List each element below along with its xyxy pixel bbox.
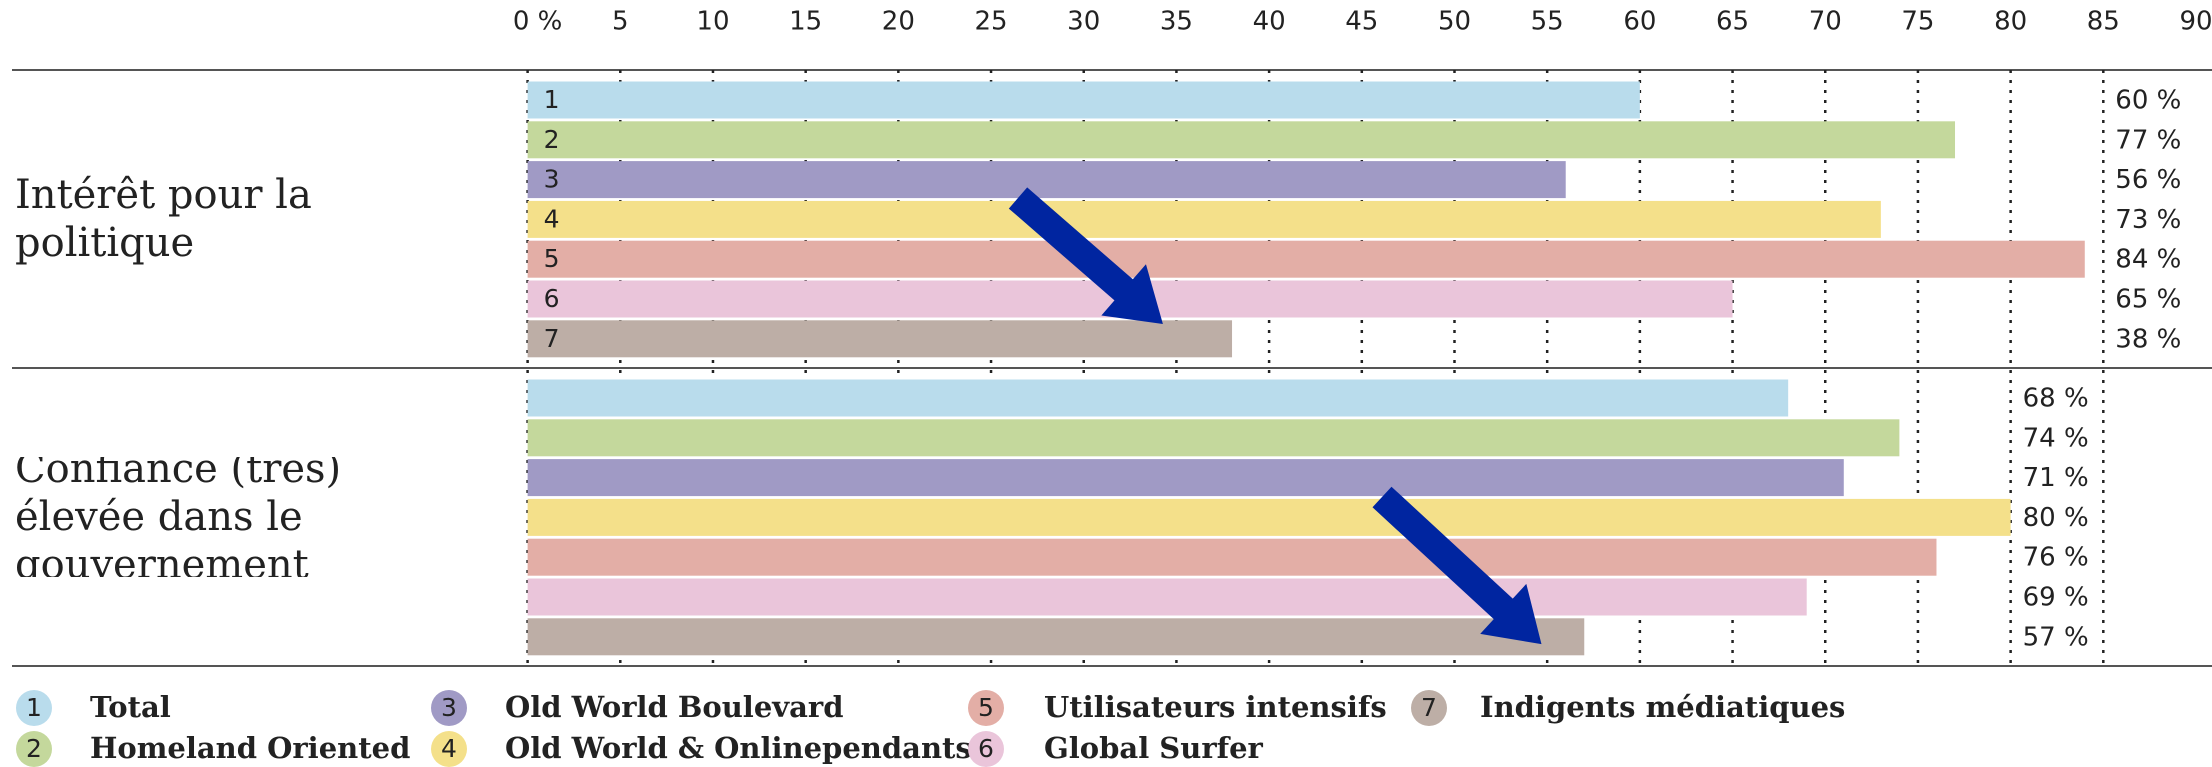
bar-key: 7 xyxy=(544,324,560,353)
x-tick-label: 80 xyxy=(1994,7,2027,37)
bar xyxy=(527,538,1937,576)
bar xyxy=(527,618,1585,656)
x-tick-label: 70 xyxy=(1809,7,1842,37)
bar-key: 2 xyxy=(544,125,560,154)
value-label: 77 % xyxy=(2115,125,2181,155)
legend-label: Total xyxy=(90,690,171,724)
bar-key: 6 xyxy=(544,284,560,313)
legend-label: Utilisateurs intensifs xyxy=(1044,690,1387,724)
x-tick-label: 35 xyxy=(1160,7,1193,37)
x-tick-label: 40 xyxy=(1253,7,1286,37)
bar-key: 1 xyxy=(544,85,560,114)
legend-swatch xyxy=(16,690,52,726)
bar xyxy=(527,121,1956,159)
legend-key: 6 xyxy=(978,734,994,763)
legend-key: 1 xyxy=(26,693,42,722)
x-tick-label: 65 xyxy=(1716,7,1749,37)
bar xyxy=(527,161,1566,199)
arrow xyxy=(1008,187,1163,324)
bar-key: 4 xyxy=(544,204,560,233)
bar xyxy=(527,459,1844,497)
legend-label: Old World & Onlinependants xyxy=(505,731,972,765)
x-tick-label: 60 xyxy=(1623,7,1656,37)
legend-label: Homeland Oriented xyxy=(90,731,410,765)
x-tick-label: 25 xyxy=(974,7,1007,37)
value-label: 69 % xyxy=(2023,583,2089,613)
x-tick-label: 85 xyxy=(2087,7,2120,37)
x-tick-label: 90 xyxy=(2179,7,2212,37)
bar xyxy=(527,419,1900,457)
x-tick-label: 10 xyxy=(696,7,729,37)
x-tick-label: 30 xyxy=(1067,7,1100,37)
legend-swatch xyxy=(968,690,1004,726)
x-tick-label: 45 xyxy=(1345,7,1378,37)
value-label: 80 % xyxy=(2023,503,2089,533)
arrow xyxy=(1372,486,1542,645)
value-label: 57 % xyxy=(2023,622,2089,652)
value-label: 56 % xyxy=(2115,165,2181,195)
value-label: 76 % xyxy=(2023,543,2089,573)
value-label: 68 % xyxy=(2023,384,2089,414)
x-tick-label: 15 xyxy=(789,7,822,37)
category-label: Intérêt pour la politique xyxy=(15,172,312,267)
bar xyxy=(527,200,1881,238)
legend-swatch xyxy=(431,731,467,767)
bar xyxy=(527,81,1640,119)
category-label: Confiance (très) élevée dans le gouverne… xyxy=(15,457,342,578)
legend-swatch xyxy=(968,731,1004,767)
bar xyxy=(527,498,2011,536)
x-tick-label: 5 xyxy=(612,7,629,37)
legend-label: Old World Boulevard xyxy=(505,690,843,724)
legend-key: 4 xyxy=(441,734,457,763)
x-tick-label: 55 xyxy=(1531,7,1564,37)
legend-label: Indigents médiatiques xyxy=(1480,690,1845,724)
bar xyxy=(527,578,1807,616)
bar xyxy=(527,240,2085,278)
x-tick-label: 20 xyxy=(882,7,915,37)
legend-key: 2 xyxy=(26,734,42,763)
legend-swatch xyxy=(16,731,52,767)
legend-swatch xyxy=(1411,690,1447,726)
legend-key: 7 xyxy=(1421,693,1437,722)
bars: 1 60 % 2 77 % 3 56 % 4 73 % 5 84 % 6 65 % 7 38 % 68 % 7… xyxy=(527,81,2181,656)
x-tick-label: 75 xyxy=(1901,7,1934,37)
value-label: 73 % xyxy=(2115,205,2181,235)
x-tick-label: 0 % xyxy=(513,7,563,37)
value-label: 74 % xyxy=(2023,423,2089,453)
value-label: 38 % xyxy=(2115,324,2181,354)
bar xyxy=(527,379,1789,417)
category-text: Intérêt pour la politique xyxy=(15,172,312,267)
legend-swatch xyxy=(431,690,467,726)
bar-key: 5 xyxy=(544,244,560,273)
value-label: 60 % xyxy=(2115,86,2181,116)
legend-key: 3 xyxy=(441,693,457,722)
category-text: Confiance (très) élevée dans le gouverne… xyxy=(15,457,342,578)
value-label: 65 % xyxy=(2115,285,2181,315)
value-label: 84 % xyxy=(2115,245,2181,275)
bar xyxy=(527,320,1233,358)
x-tick-label: 50 xyxy=(1438,7,1471,37)
legend-key: 5 xyxy=(978,693,994,722)
value-label: 71 % xyxy=(2023,463,2089,493)
bar-key: 3 xyxy=(544,165,560,194)
legend-label: Global Surfer xyxy=(1044,731,1264,765)
